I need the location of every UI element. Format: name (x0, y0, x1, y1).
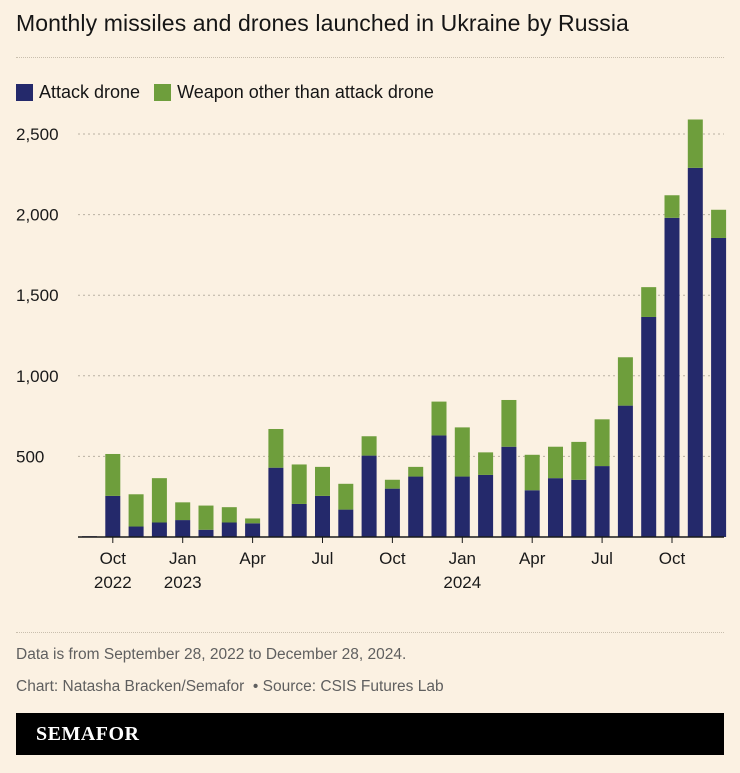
bar-other-weapon (548, 446, 563, 479)
bar-other-weapon (687, 119, 703, 168)
bar-other-weapon (128, 494, 144, 527)
bar-attack-drone (291, 503, 307, 537)
bar-attack-drone (501, 446, 517, 537)
bar-attack-drone (175, 520, 191, 537)
x-tick-label: Jan (169, 549, 196, 568)
bar-attack-drone (571, 479, 587, 537)
brand-bar: SEMAFOR (16, 713, 724, 755)
x-tick-label: Oct (100, 549, 127, 568)
x-tick-year-label: 2022 (94, 573, 132, 592)
legend: Attack drone Weapon other than attack dr… (16, 82, 440, 103)
bar-attack-drone (198, 529, 214, 537)
credit: Chart: Natasha Bracken/Semafor (16, 678, 245, 695)
bar-other-weapon (151, 478, 167, 523)
bar-other-weapon (315, 466, 330, 496)
bar-other-weapon (711, 209, 727, 238)
credit-line: Chart: Natasha Bracken/Semafor • Source:… (16, 678, 444, 696)
legend-swatch-other-weapon (154, 84, 172, 101)
bar-attack-drone (524, 490, 540, 537)
bar-other-weapon (641, 287, 657, 317)
divider (16, 632, 724, 633)
bar-other-weapon (664, 195, 680, 218)
source: Source: CSIS Futures Lab (262, 678, 444, 695)
bar-other-weapon (198, 505, 214, 530)
bar-attack-drone (338, 509, 354, 537)
bar-other-weapon (338, 483, 354, 510)
bar-attack-drone (594, 466, 610, 537)
x-tick-label: Jan (449, 549, 476, 568)
bar-other-weapon (408, 466, 424, 477)
y-tick-label: 500 (16, 447, 44, 466)
x-tick-label: Oct (659, 549, 686, 568)
brand-logo: SEMAFOR (36, 722, 140, 745)
bar-attack-drone (641, 316, 657, 537)
bar-attack-drone (687, 167, 703, 538)
x-tick-year-label: 2024 (443, 573, 481, 592)
x-tick-label: Apr (239, 549, 266, 568)
bar-other-weapon (245, 518, 261, 524)
bar-attack-drone (221, 522, 237, 537)
bar-other-weapon (268, 428, 284, 468)
y-tick-label: 2,000 (16, 206, 59, 225)
bar-other-weapon (478, 452, 494, 475)
bar-other-weapon (105, 453, 121, 496)
bar-attack-drone (548, 478, 563, 537)
bar-attack-drone (431, 435, 447, 537)
bar-other-weapon (291, 464, 307, 504)
bar-attack-drone (268, 467, 284, 537)
legend-label-other-weapon: Weapon other than attack drone (177, 82, 434, 102)
x-tick-label: Jul (591, 549, 613, 568)
bar-other-weapon (384, 479, 400, 489)
bar-attack-drone (384, 488, 400, 537)
x-tick-label: Oct (379, 549, 406, 568)
legend-swatch-attack-drone (16, 84, 33, 101)
bar-attack-drone (454, 476, 470, 537)
bar-attack-drone (478, 474, 494, 537)
legend-label-attack-drone: Attack drone (39, 82, 141, 102)
legend-item-other-weapon: Weapon other than attack drone (154, 82, 434, 103)
x-tick-label: Jul (312, 549, 334, 568)
y-tick-label: 1,000 (16, 367, 59, 386)
bar-attack-drone (408, 476, 424, 537)
bar-other-weapon (454, 427, 470, 477)
bar-attack-drone (361, 455, 377, 537)
bar-attack-drone (617, 405, 633, 537)
bar-other-weapon (175, 502, 191, 521)
bar-other-weapon (617, 357, 633, 406)
bar-other-weapon (571, 441, 587, 480)
divider (16, 57, 724, 58)
bar-attack-drone (151, 522, 167, 537)
x-tick-year-label: 2023 (164, 573, 202, 592)
bar-attack-drone (245, 523, 261, 537)
bar-chart: 500 1,000 1,500 2,000 2,500 Oct 2022 Jan 2023 Apr… (16, 119, 727, 592)
bar-attack-drone (664, 217, 680, 537)
x-tick-label: Apr (519, 549, 546, 568)
bar-other-weapon (221, 507, 237, 523)
y-tick-label: 1,500 (16, 286, 59, 305)
bar-attack-drone (315, 495, 330, 537)
bar-other-weapon (431, 401, 447, 436)
legend-item-attack-drone: Attack drone (16, 82, 140, 103)
chart-title: Monthly missiles and drones launched in … (16, 10, 629, 36)
bar-attack-drone (711, 237, 727, 537)
y-tick-label: 2,500 (16, 125, 59, 144)
bar-other-weapon (524, 454, 540, 491)
bar-other-weapon (501, 399, 517, 447)
bar-attack-drone (128, 526, 144, 537)
bar-other-weapon (594, 419, 610, 467)
credit-separator: • (248, 678, 263, 695)
footnote: Data is from September 28, 2022 to Decem… (16, 646, 407, 663)
bar-attack-drone (105, 495, 121, 537)
bar-other-weapon (361, 436, 377, 456)
